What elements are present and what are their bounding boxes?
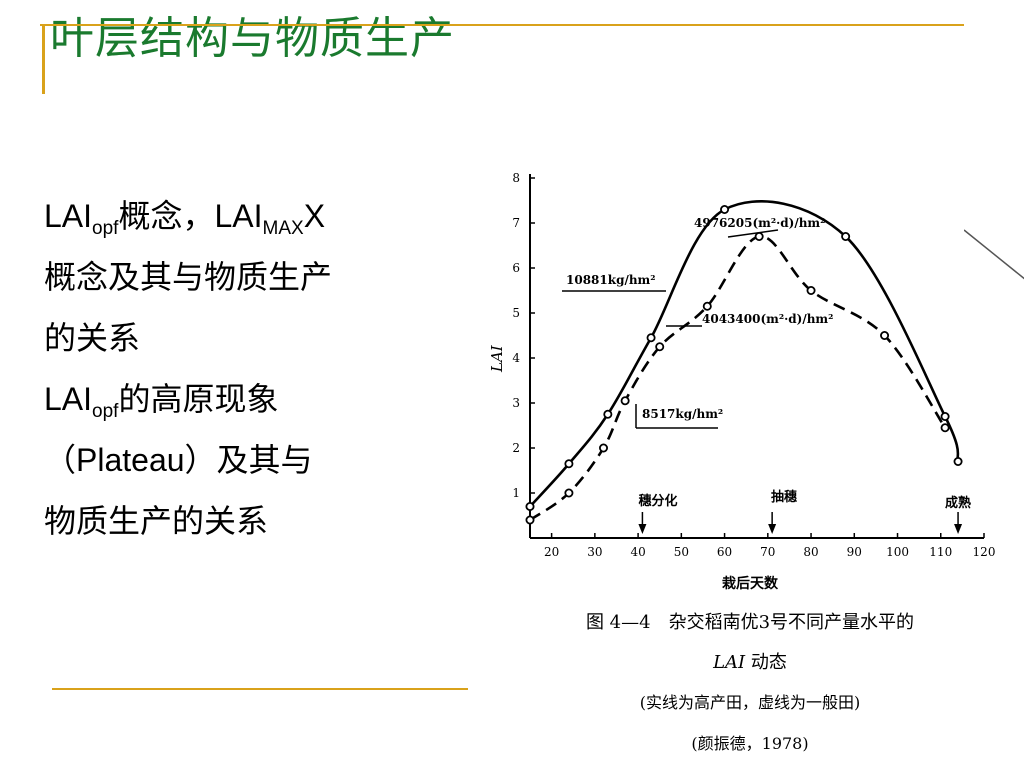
annotation-normal-yield: 8517kg/hm²	[642, 407, 723, 421]
decorative-slash	[964, 229, 1024, 280]
data-point-normal-yield	[525, 515, 535, 525]
x-tick-label: 90	[847, 545, 862, 559]
bottom-rule	[52, 688, 468, 690]
figure-source: (颜振德，1978)	[691, 734, 809, 753]
chart-series	[525, 200, 963, 525]
marker-label-heading: 抽穗	[771, 489, 797, 505]
marker-arrow-panicle-init	[638, 512, 647, 534]
chart-labels: LAI 栽后天数 4976205(m²·d)/hm² 10881kg/hm² 4…	[488, 216, 971, 592]
data-point-normal-yield	[940, 423, 950, 433]
data-point-normal-yield	[564, 488, 574, 498]
data-point-high-yield	[525, 501, 535, 511]
marker-arrow-heading	[768, 512, 777, 534]
title-rule	[40, 24, 964, 26]
marker-arrow-maturity	[954, 512, 963, 534]
text-line-1: LAIopf概念，LAIMAXX	[44, 198, 326, 239]
x-tick-label: 70	[760, 545, 775, 559]
data-point-normal-yield	[599, 443, 609, 453]
x-axis-label: 栽后天数	[722, 575, 779, 592]
data-point-normal-yield	[655, 342, 665, 352]
y-tick-label: 3	[512, 396, 520, 410]
y-tick-label: 8	[512, 171, 520, 185]
left-accent-rule	[42, 24, 45, 94]
data-point-normal-yield	[702, 301, 712, 311]
text-line-3: 的关系	[44, 320, 141, 356]
y-tick-label: 7	[512, 216, 520, 230]
marker-label-panicle-init: 穗分化	[638, 493, 677, 509]
x-tick-label: 80	[803, 545, 818, 559]
x-tick-label: 20	[544, 545, 559, 559]
data-point-high-yield	[940, 411, 950, 421]
y-tick-label: 4	[512, 351, 520, 365]
data-point-high-yield	[603, 409, 613, 419]
leader-high-lad	[727, 229, 779, 238]
y-tick-label: 6	[512, 261, 520, 275]
data-point-high-yield	[953, 456, 963, 466]
data-point-normal-yield	[806, 286, 816, 296]
x-tick-label: 60	[717, 545, 732, 559]
text-line-6: 物质生产的关系	[44, 503, 269, 539]
data-point-normal-yield	[620, 396, 630, 406]
chart-axes: 1 2 3 4 5 6 7 8 20 30 40 50 60 70 80 90 100 110 120	[512, 171, 995, 559]
y-tick-label: 1	[512, 486, 520, 500]
annotation-high-lad: 4976205(m²·d)/hm²	[694, 216, 825, 230]
data-point-high-yield	[720, 205, 730, 215]
text-line-5: （Plateau）及其与	[44, 442, 313, 478]
data-point-high-yield	[564, 459, 574, 469]
x-tick-label: 40	[630, 545, 645, 559]
x-tick-label: 100	[886, 545, 909, 559]
marker-label-maturity: 成熟	[945, 495, 971, 511]
x-tick-label: 120	[973, 545, 996, 559]
data-point-high-yield	[646, 333, 656, 343]
figure-caption: 图 4—4 杂交稻南优3号不同产量水平的	[585, 612, 915, 633]
y-tick-label: 5	[512, 306, 520, 320]
text-line-2: 概念及其与物质生产	[44, 259, 333, 295]
data-point-high-yield	[841, 232, 851, 242]
data-point-normal-yield	[754, 232, 764, 242]
x-tick-label: 30	[587, 545, 602, 559]
annotation-normal-lad: 4043400(m²·d)/hm²	[702, 312, 833, 326]
data-point-normal-yield	[880, 330, 890, 340]
annotation-high-yield: 10881kg/hm²	[566, 273, 656, 287]
y-axis-label: LAI	[488, 344, 506, 373]
text-line-4: LAIopf的高原现象	[44, 381, 279, 422]
slide-title: 叶层结构与物质生产	[50, 13, 455, 64]
x-tick-label: 110	[929, 545, 952, 559]
series-line-high-yield	[529, 200, 960, 508]
x-tick-label: 50	[674, 545, 689, 559]
figure-caption-line2: LAI 动态	[713, 652, 787, 673]
y-tick-label: 2	[512, 441, 520, 455]
lai-chart: 1 2 3 4 5 6 7 8 20 30 40 50 60 70 80 90 100 110 120 LAI 栽后…	[488, 171, 995, 592]
figure-note: (实线为高产田，虚线为一般田)	[639, 693, 861, 712]
bullet-text: LAIopf概念，LAIMAXX 概念及其与物质生产 的关系 LAIopf的高原…	[44, 186, 444, 552]
